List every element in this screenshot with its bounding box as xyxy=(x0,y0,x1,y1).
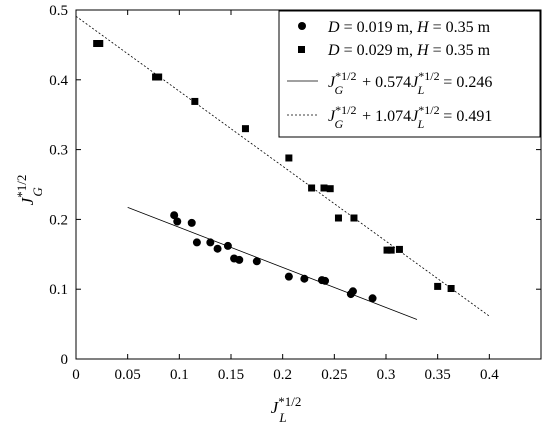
x-tick-label: 0.35 xyxy=(425,367,451,383)
x-tick-label: 0.1 xyxy=(170,367,189,383)
data-point-circle xyxy=(192,238,201,247)
data-point-circle xyxy=(300,274,309,283)
data-point-circle xyxy=(206,238,215,247)
y-tick-label: 0.3 xyxy=(49,143,68,159)
data-point-circle xyxy=(321,276,330,285)
x-tick-label: 0 xyxy=(72,367,80,383)
data-point-square xyxy=(326,185,334,193)
data-point-square xyxy=(155,73,163,81)
x-tick-label: 0.2 xyxy=(273,367,292,383)
x-tick-label: 0.25 xyxy=(321,367,347,383)
data-point-circle xyxy=(252,257,261,266)
legend: D = 0.019 m, H = 0.35 m D = 0.029 m, H =… xyxy=(278,10,541,138)
data-point-square xyxy=(285,154,293,162)
data-point-square xyxy=(434,282,442,290)
data-point-square xyxy=(334,214,342,222)
legend-entry-4: J*1/2 G + 1.074J*1/2 L = 0.491 xyxy=(328,103,492,131)
data-point-square xyxy=(308,184,316,192)
data-point-circle xyxy=(284,272,293,281)
data-point-square xyxy=(395,245,403,253)
x-tick-label: 0.05 xyxy=(115,367,141,383)
legend-entry-3: J*1/2 G + 0.574J*1/2 L = 0.246 xyxy=(328,69,492,97)
data-point-square xyxy=(96,40,104,48)
data-point-circle xyxy=(213,244,222,253)
data-points xyxy=(93,40,455,303)
fit-line-dotted xyxy=(75,15,490,317)
y-tick-label: 0.4 xyxy=(49,73,68,89)
legend-entry-2: D = 0.029 m, H = 0.35 m xyxy=(327,42,491,59)
data-point-square xyxy=(350,214,358,222)
data-point-circle xyxy=(348,287,357,296)
data-point-circle xyxy=(368,294,377,303)
data-point-circle xyxy=(223,241,232,250)
data-point-circle xyxy=(173,217,182,226)
y-tick-label: 0 xyxy=(61,352,69,368)
data-point-square xyxy=(383,246,391,254)
data-point-square xyxy=(320,184,328,192)
y-axis-ticks: 0 0.1 0.2 0.3 0.4 0.5 xyxy=(49,3,541,368)
y-axis-label: J*1/2G xyxy=(14,175,45,206)
y-tick-label: 0.5 xyxy=(49,3,68,19)
data-point-square xyxy=(241,125,249,133)
fit-lines xyxy=(75,15,490,320)
data-point-circle xyxy=(170,211,179,220)
data-point-circle xyxy=(235,255,244,264)
y-tick-label: 0.2 xyxy=(49,212,68,228)
fit-line-solid xyxy=(127,206,418,320)
legend-entry-1: D = 0.019 m, H = 0.35 m xyxy=(327,19,491,36)
data-point-circle xyxy=(187,218,196,227)
legend-square-marker xyxy=(298,46,305,53)
y-tick-label: 0.1 xyxy=(49,282,68,298)
data-point-square xyxy=(387,246,395,254)
legend-circle-marker xyxy=(298,22,306,30)
x-axis-label: J*1/2 L xyxy=(271,394,302,425)
legend-box xyxy=(278,10,541,138)
x-tick-label: 0.4 xyxy=(480,367,499,383)
data-point-square xyxy=(447,285,455,293)
x-tick-label: 0.15 xyxy=(218,367,244,383)
data-point-square xyxy=(191,97,199,105)
x-tick-label: 0.3 xyxy=(377,367,396,383)
